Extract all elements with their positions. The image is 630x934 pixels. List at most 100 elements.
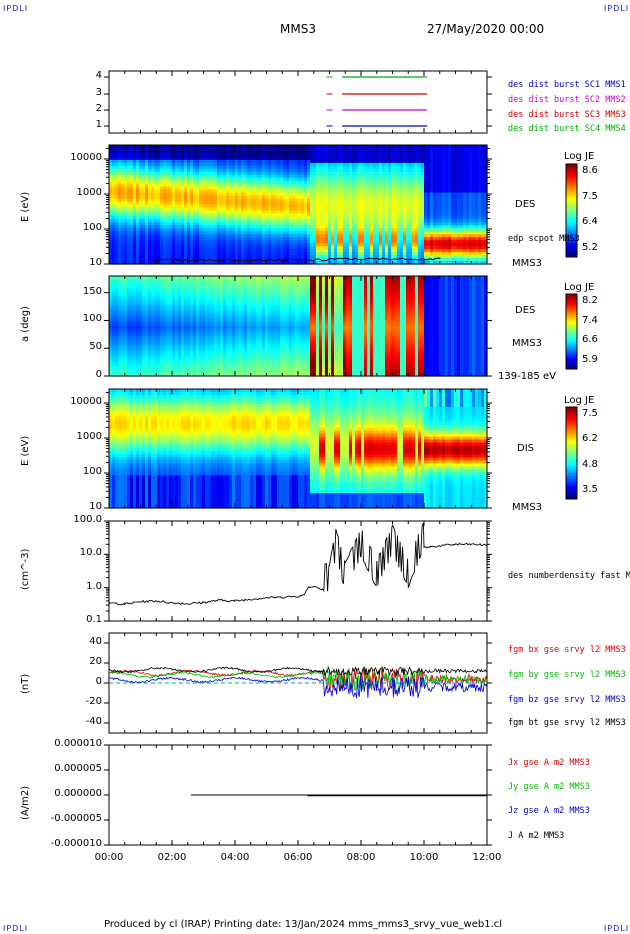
dis-energy-colorbar-label: 4.8 xyxy=(582,458,598,470)
scpot-label: edp scpot MMS3 xyxy=(508,234,580,244)
des-energy-ylabel: E (eV) xyxy=(20,191,31,222)
des-energy-spectrogram xyxy=(109,145,488,265)
des-energy-ytick-label: 100 xyxy=(82,222,102,233)
corner-label-bottom-left: IPDLI xyxy=(3,924,29,933)
x-tick-label: 02:00 xyxy=(157,852,187,863)
current-ytick-label: -0.000005 xyxy=(50,813,102,824)
cbar2-title: Log JE xyxy=(564,282,595,293)
availability-frame xyxy=(108,70,488,134)
des-energy-colorbar-label: 7.5 xyxy=(582,190,598,202)
legend-jx: Jx gse A m2 MMS3 xyxy=(508,758,590,768)
density-ytick-label: 1.0 xyxy=(86,580,102,592)
dis-energy-ytick-label: 1000 xyxy=(76,431,102,442)
des-energy-ytick-label: 1000 xyxy=(76,187,102,198)
field-ylabel: (nT) xyxy=(20,673,31,694)
x-tick-label: 12:00 xyxy=(472,852,502,863)
legend-bx: fgm bx gse srvy l2 MMS3 xyxy=(508,645,626,655)
legend-bt: fgm bt gse srvy l2 MMS3 xyxy=(508,718,626,728)
dis-label: DIS xyxy=(517,443,534,454)
density-ytick-label: 10.0 xyxy=(79,547,102,559)
current-ytick-label: 0.000010 xyxy=(54,738,102,749)
des-mms3-label: MMS3 xyxy=(512,258,542,269)
availability-ytick-label: 3 xyxy=(95,87,102,98)
field-ytick-label: 0 xyxy=(95,676,102,687)
pitch-colorbar-label: 8.2 xyxy=(582,295,598,306)
des-pitch-spectrogram xyxy=(109,276,488,377)
pitch-mms3-label: MMS3 xyxy=(512,338,542,349)
x-tick-label: 06:00 xyxy=(283,852,313,863)
legend-j: J A m2 MMS3 xyxy=(508,831,565,841)
des-energy-colorbar-label: 8.6 xyxy=(582,165,598,176)
density-legend: des numberdensity fast M xyxy=(508,571,630,581)
current-ytick-label: -0.000010 xyxy=(50,838,102,849)
density-line xyxy=(108,522,487,606)
energy-range-label: 139-185 eV xyxy=(498,371,556,382)
field-ytick-label: -40 xyxy=(85,716,102,727)
availability-ytick-label: 4 xyxy=(95,70,102,81)
dis-mms3-label: MMS3 xyxy=(512,502,542,513)
legend-by: fgm by gse srvy l2 MMS3 xyxy=(508,670,626,680)
des-label: DES xyxy=(515,199,536,210)
field-ytick-label: 40 xyxy=(89,636,102,647)
density-ylabel: (cm^-3) xyxy=(20,548,31,590)
pitch-ytick-label: 50 xyxy=(89,341,102,353)
availability-ytick-label: 1 xyxy=(95,119,102,130)
date-title: 27/May/2020 00:00 xyxy=(427,22,545,36)
pitch-ytick-label: 0 xyxy=(95,369,102,380)
field-ytick-label: 20 xyxy=(89,656,102,667)
field-ytick-label: -20 xyxy=(85,696,102,707)
dis-energy-colorbar-label: 6.2 xyxy=(582,433,598,445)
legend-sc1: des dist burst SC1 MMS1 xyxy=(508,80,626,90)
dis-energy-colorbar-frame xyxy=(565,406,578,500)
pitch-colorbar-label: 5.9 xyxy=(582,354,598,365)
cbar1-title: Log JE xyxy=(564,151,595,162)
legend-sc2: des dist burst SC2 MMS2 xyxy=(508,95,626,105)
current-ylabel: (A/m2) xyxy=(20,785,31,820)
density-frame xyxy=(108,520,488,622)
dis-energy-colorbar-label: 3.5 xyxy=(582,484,598,495)
pitch-ylabel: a (deg) xyxy=(20,306,31,342)
field-line-3 xyxy=(108,665,488,677)
density-ytick-label: 0.1 xyxy=(86,614,102,625)
des-energy-colorbar-label: 5.2 xyxy=(582,242,598,253)
des-energy-ytick-label: 10000 xyxy=(70,152,102,163)
pitch-colorbar-label: 7.4 xyxy=(582,314,598,326)
current-ytick-label: 0.000000 xyxy=(54,788,102,799)
pitch-ytick-label: 100 xyxy=(82,313,102,325)
x-tick-label: 04:00 xyxy=(220,852,250,863)
density-ytick-label: 100.0 xyxy=(73,514,102,525)
availability-ytick-label: 2 xyxy=(95,103,102,114)
pitch-colorbar-frame xyxy=(565,293,578,370)
legend-bz: fgm bz gse srvy l2 MMS3 xyxy=(508,695,626,705)
des-energy-ytick-label: 10 xyxy=(89,257,102,268)
scpot-line xyxy=(153,257,441,262)
cbar3-title: Log JE xyxy=(564,395,595,406)
x-tick-label: 08:00 xyxy=(346,852,376,863)
corner-label-bottom-right: IPDLI xyxy=(604,924,630,933)
x-tick-label: 10:00 xyxy=(409,852,439,863)
des-energy-colorbar-frame xyxy=(565,163,578,258)
dis-energy-ytick-label: 10000 xyxy=(70,396,102,407)
x-tick-label: 00:00 xyxy=(94,852,124,863)
dis-energy-spectrogram xyxy=(109,389,488,509)
dis-energy-ylabel: E (eV) xyxy=(20,435,31,466)
legend-jy: Jy gse A m2 MMS3 xyxy=(508,782,590,792)
legend-sc4: des dist burst SC4 MMS4 xyxy=(508,124,626,134)
pitch-colorbar xyxy=(566,294,577,370)
corner-label-top-right: IPDLI xyxy=(604,4,630,13)
dis-energy-ytick-label: 10 xyxy=(89,501,102,512)
current-ytick-label: 0.000005 xyxy=(54,763,102,774)
field-line-2 xyxy=(108,675,488,699)
des-energy-colorbar xyxy=(566,164,577,258)
dis-energy-ytick-label: 100 xyxy=(82,466,102,477)
pitch-ytick-label: 150 xyxy=(82,285,102,297)
legend-jz: Jz gse A m2 MMS3 xyxy=(508,806,590,816)
dis-energy-colorbar xyxy=(566,407,577,500)
spacecraft-title: MMS3 xyxy=(280,22,316,36)
pitch-colorbar-label: 6.6 xyxy=(582,334,598,346)
footer-text: Produced by cl (IRAP) Printing date: 13/… xyxy=(104,919,503,930)
corner-label-top-left: IPDLI xyxy=(3,4,29,13)
dis-energy-colorbar-label: 7.5 xyxy=(582,408,598,419)
des-pitch-label: DES xyxy=(515,305,536,316)
